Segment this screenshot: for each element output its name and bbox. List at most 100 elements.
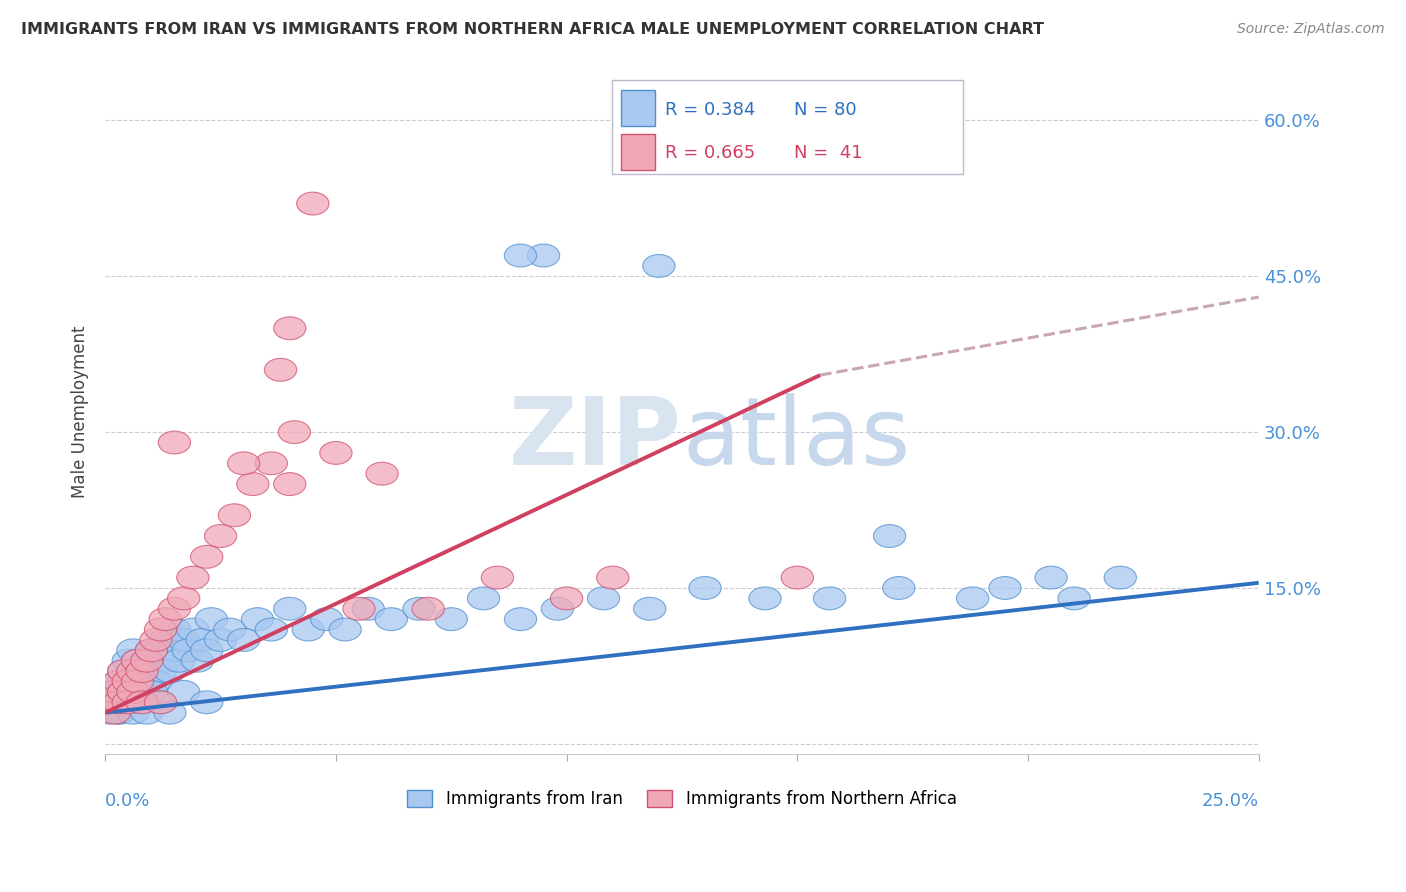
Ellipse shape [191,690,224,714]
Ellipse shape [167,629,200,651]
Ellipse shape [94,701,127,724]
Ellipse shape [596,566,628,589]
Ellipse shape [127,690,159,714]
Ellipse shape [1057,587,1090,610]
Ellipse shape [181,649,214,673]
Ellipse shape [177,566,209,589]
Ellipse shape [956,587,988,610]
Ellipse shape [135,660,167,682]
Ellipse shape [131,649,163,673]
Ellipse shape [145,690,177,714]
Ellipse shape [127,681,159,703]
Ellipse shape [167,681,200,703]
Ellipse shape [527,244,560,267]
Ellipse shape [127,660,159,682]
Text: Source: ZipAtlas.com: Source: ZipAtlas.com [1237,22,1385,37]
Ellipse shape [242,607,274,631]
Ellipse shape [139,649,172,673]
Ellipse shape [159,431,191,454]
Ellipse shape [107,670,139,693]
Ellipse shape [274,317,307,340]
Ellipse shape [131,701,163,724]
Ellipse shape [167,587,200,610]
Ellipse shape [204,629,236,651]
Ellipse shape [131,649,163,673]
Ellipse shape [117,660,149,682]
Ellipse shape [103,701,135,724]
Ellipse shape [195,607,228,631]
Ellipse shape [121,670,153,693]
Ellipse shape [329,618,361,641]
Ellipse shape [228,452,260,475]
Ellipse shape [153,701,186,724]
Text: 25.0%: 25.0% [1202,792,1258,810]
Ellipse shape [254,618,287,641]
Ellipse shape [218,504,250,526]
Ellipse shape [163,649,195,673]
Ellipse shape [135,639,167,662]
Ellipse shape [145,660,177,682]
Ellipse shape [103,701,135,724]
Ellipse shape [94,690,127,714]
Ellipse shape [988,576,1021,599]
Ellipse shape [311,607,343,631]
Ellipse shape [121,670,153,693]
Ellipse shape [292,618,325,641]
Ellipse shape [402,598,434,620]
Ellipse shape [204,524,236,548]
Ellipse shape [551,587,582,610]
Ellipse shape [135,681,167,703]
Ellipse shape [412,598,444,620]
Ellipse shape [121,649,153,673]
Ellipse shape [149,649,181,673]
Ellipse shape [191,545,224,568]
Ellipse shape [149,629,181,651]
Ellipse shape [107,660,139,682]
Ellipse shape [112,649,145,673]
Ellipse shape [131,670,163,693]
Ellipse shape [319,442,352,465]
Ellipse shape [159,639,191,662]
Text: atlas: atlas [682,392,910,484]
Ellipse shape [112,670,145,693]
Ellipse shape [145,639,177,662]
Ellipse shape [689,576,721,599]
Text: R = 0.665: R = 0.665 [665,144,755,162]
Ellipse shape [254,452,287,475]
Ellipse shape [149,607,181,631]
Ellipse shape [98,690,131,714]
Ellipse shape [107,690,139,714]
Ellipse shape [505,607,537,631]
Ellipse shape [121,649,153,673]
Ellipse shape [749,587,782,610]
Ellipse shape [634,598,666,620]
Ellipse shape [159,618,191,641]
Ellipse shape [121,690,153,714]
Ellipse shape [107,660,139,682]
Ellipse shape [505,244,537,267]
Ellipse shape [186,629,218,651]
Text: 0.0%: 0.0% [105,792,150,810]
Ellipse shape [139,670,172,693]
Ellipse shape [782,566,814,589]
Ellipse shape [541,598,574,620]
Legend: Immigrants from Iran, Immigrants from Northern Africa: Immigrants from Iran, Immigrants from No… [401,783,963,814]
Ellipse shape [145,618,177,641]
Ellipse shape [588,587,620,610]
Ellipse shape [467,587,499,610]
Ellipse shape [236,473,269,496]
Ellipse shape [883,576,915,599]
Ellipse shape [264,359,297,381]
Ellipse shape [117,701,149,724]
Ellipse shape [103,670,135,693]
Text: N =  41: N = 41 [794,144,863,162]
Ellipse shape [191,639,224,662]
Ellipse shape [297,192,329,215]
Ellipse shape [153,660,186,682]
Ellipse shape [107,681,139,703]
Ellipse shape [1035,566,1067,589]
Ellipse shape [117,639,149,662]
Ellipse shape [112,690,145,714]
Ellipse shape [107,681,139,703]
Ellipse shape [145,690,177,714]
